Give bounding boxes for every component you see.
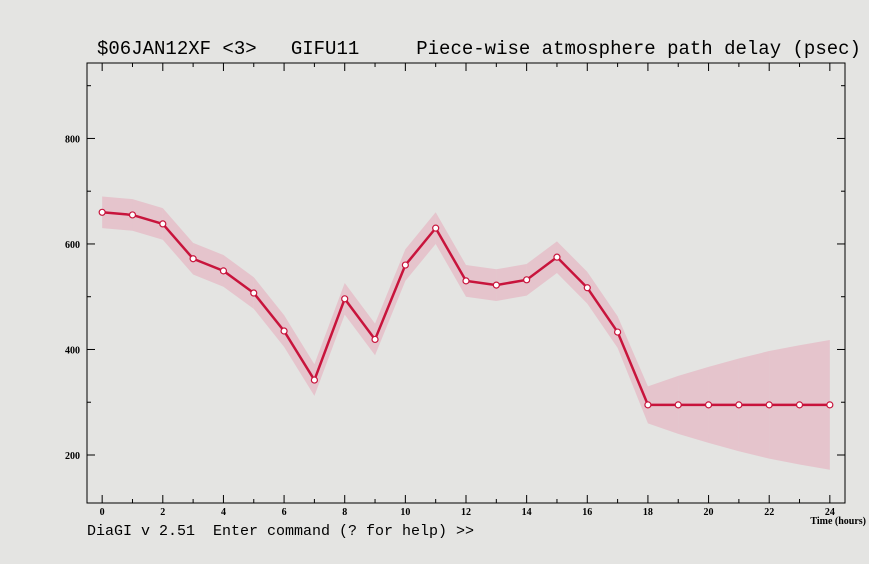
x-tick-label: 22 xyxy=(764,507,774,518)
y-tick-label: 600 xyxy=(65,240,80,251)
data-point xyxy=(432,224,440,232)
command-prompt[interactable]: DiaGI v 2.51 Enter command (? for help) … xyxy=(87,523,474,540)
data-point xyxy=(280,327,288,335)
chart-title: $06JAN12XF <3> GIFU11 Piece-wise atmosph… xyxy=(97,38,861,60)
data-point xyxy=(98,208,106,216)
data-point xyxy=(826,401,834,409)
data-point xyxy=(310,376,318,384)
data-point xyxy=(795,401,804,409)
data-point xyxy=(674,401,682,409)
data-point xyxy=(189,255,197,263)
data-point xyxy=(128,211,137,219)
x-tick-label: 12 xyxy=(461,507,471,518)
y-tick-label: 200 xyxy=(65,451,80,462)
data-point xyxy=(613,328,622,336)
x-tick-label: 18 xyxy=(643,507,653,518)
x-tick-label: 10 xyxy=(400,507,410,518)
data-point xyxy=(523,276,531,284)
x-tick-label: 4 xyxy=(221,507,226,518)
data-point xyxy=(765,401,773,409)
data-point xyxy=(553,253,561,261)
data-point xyxy=(401,261,409,269)
data-point xyxy=(644,401,652,409)
data-point xyxy=(583,284,591,292)
data-point xyxy=(250,289,258,297)
x-tick-label: 8 xyxy=(342,507,347,518)
data-point xyxy=(735,401,743,409)
data-point xyxy=(492,281,500,289)
x-tick-label: 0 xyxy=(100,507,105,518)
x-tick-label: 24 xyxy=(825,507,835,518)
data-point xyxy=(371,335,379,344)
data-point xyxy=(341,295,349,303)
data-point xyxy=(159,220,167,228)
x-tick-label: 16 xyxy=(582,507,592,518)
x-axis-label: Time (hours) xyxy=(810,516,866,527)
data-point xyxy=(704,401,713,409)
x-tick-label: 6 xyxy=(282,507,287,518)
x-tick-label: 2 xyxy=(160,507,165,518)
x-tick-label: 14 xyxy=(522,507,532,518)
y-tick-label: 400 xyxy=(65,345,80,356)
data-point xyxy=(219,267,228,275)
x-tick-label: 20 xyxy=(704,507,714,518)
data-point xyxy=(462,277,470,285)
y-tick-label: 800 xyxy=(65,134,80,145)
